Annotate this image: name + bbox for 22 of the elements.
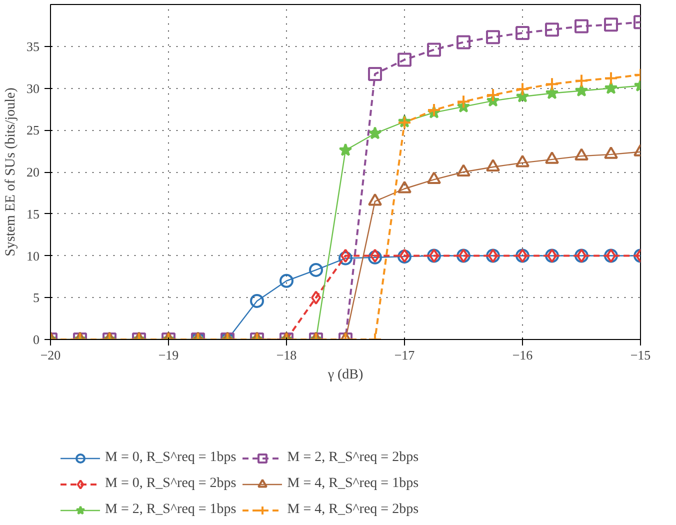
y-tick-label: 20 xyxy=(26,164,40,180)
y-tick-label: 30 xyxy=(26,80,40,96)
y-tick-label: 25 xyxy=(26,122,40,138)
y-tick-label: 0 xyxy=(33,332,40,347)
legend-label: M = 0, R_S^req = 2bps xyxy=(105,476,236,492)
y-tick-label: 15 xyxy=(26,206,40,222)
x-tick-label: −20 xyxy=(40,348,61,362)
x-tick-label: −18 xyxy=(276,348,297,362)
y-axis-title: System EE of SUs (bits/joule) xyxy=(4,87,18,256)
legend-label: M = 0, R_S^req = 1bps xyxy=(105,450,236,466)
y-tick-label: 35 xyxy=(26,38,40,54)
x-tick-label: −17 xyxy=(394,348,416,362)
legend-label: M = 4, R_S^req = 1bps xyxy=(287,476,419,492)
legend-label: M = 2, R_S^req = 2bps xyxy=(287,450,419,466)
x-tick-label: −19 xyxy=(158,348,179,362)
x-axis-title: γ (dB) xyxy=(326,368,364,382)
x-tick-label: −16 xyxy=(512,348,534,362)
legend-label: M = 2, R_S^req = 1bps xyxy=(105,502,236,518)
y-tick-label: 5 xyxy=(33,290,40,306)
y-tick-label: 10 xyxy=(26,248,40,264)
x-tick-label: −15 xyxy=(630,348,651,362)
legend-label: M = 4, R_S^req = 2bps xyxy=(287,502,419,518)
